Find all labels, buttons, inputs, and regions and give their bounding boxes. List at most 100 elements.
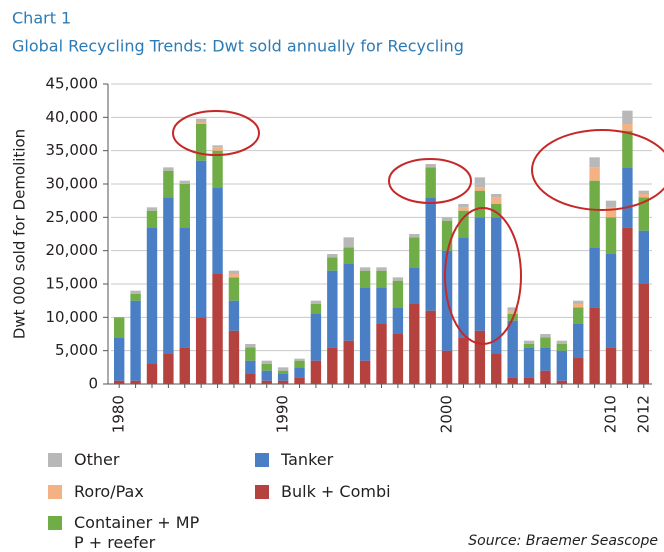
bar-segment bbox=[277, 374, 289, 381]
bar-segment bbox=[605, 207, 617, 218]
y-tick-label: 0 bbox=[88, 375, 98, 393]
bar-segment bbox=[409, 237, 420, 268]
bar-segment bbox=[294, 360, 305, 368]
bar-segment bbox=[261, 370, 272, 381]
y-axis-label: Dwt 000 sold for Demolition bbox=[11, 129, 29, 339]
highlight bbox=[172, 110, 260, 156]
bar-segment bbox=[277, 370, 289, 374]
bar-segment bbox=[605, 254, 617, 348]
bar-segment bbox=[113, 337, 125, 381]
bar-segment bbox=[195, 317, 207, 384]
bar-segment bbox=[622, 124, 633, 131]
bar-segment bbox=[245, 347, 256, 361]
bar-segment bbox=[556, 380, 568, 384]
bar-segment bbox=[573, 357, 584, 384]
bar-segment bbox=[392, 334, 404, 384]
bar-segment bbox=[573, 304, 584, 308]
bar-segment bbox=[507, 307, 518, 311]
bar-segment bbox=[195, 124, 207, 161]
bar-segment bbox=[228, 274, 240, 278]
bar-segment bbox=[425, 164, 436, 168]
bar-segment bbox=[458, 237, 469, 338]
bar-segment bbox=[179, 180, 190, 184]
legend-swatch bbox=[48, 453, 62, 467]
bar-segment bbox=[392, 277, 404, 281]
bar-segment bbox=[589, 307, 600, 384]
bar-segment bbox=[130, 294, 141, 301]
bar-segment bbox=[179, 184, 190, 228]
highlight bbox=[531, 129, 664, 211]
bar-segment bbox=[277, 380, 289, 384]
bar-segment bbox=[343, 237, 354, 248]
bar-segment bbox=[589, 247, 600, 308]
bar-segment bbox=[146, 364, 158, 384]
bar-segment bbox=[212, 274, 223, 384]
bar-segment bbox=[212, 147, 223, 151]
bar-segment bbox=[523, 347, 535, 378]
bar-segment bbox=[392, 280, 404, 308]
bar-segment bbox=[294, 367, 305, 378]
bar-segment bbox=[425, 167, 436, 198]
y-tick-label: 20,000 bbox=[46, 241, 99, 259]
bar-segment bbox=[228, 270, 240, 274]
bar-segment bbox=[261, 364, 272, 371]
bar-segment bbox=[376, 324, 387, 384]
bar-segment bbox=[130, 290, 141, 294]
bar-segment bbox=[507, 310, 518, 314]
bar-segment bbox=[458, 207, 469, 211]
legend-label: Bulk + Combi bbox=[281, 482, 391, 501]
bar-segment bbox=[556, 340, 568, 344]
legend-swatch bbox=[48, 485, 62, 499]
legend-label: Roro/Pax bbox=[74, 482, 144, 501]
y-tick-label: 25,000 bbox=[46, 208, 99, 226]
bar-segment bbox=[458, 210, 469, 238]
bar-segment bbox=[310, 304, 322, 314]
bar-segment bbox=[589, 157, 600, 168]
bar-segment bbox=[195, 160, 207, 318]
bar-segment bbox=[441, 350, 453, 384]
bar-segment bbox=[573, 300, 584, 304]
bar-segment bbox=[622, 110, 633, 124]
bar-segment bbox=[261, 360, 272, 364]
bar-segment bbox=[474, 177, 486, 188]
x-tick-label: 2010 bbox=[602, 395, 620, 433]
bar-segment bbox=[245, 360, 256, 374]
bar-segment bbox=[474, 330, 486, 384]
bar-segment bbox=[359, 287, 371, 361]
bar-segment bbox=[638, 197, 650, 231]
x-tick-label: 1980 bbox=[110, 395, 128, 433]
bar-segment bbox=[589, 180, 600, 248]
bar-segment bbox=[458, 337, 469, 384]
legend-label: Other bbox=[74, 450, 120, 469]
x-tick-label: 1990 bbox=[274, 395, 292, 433]
y-tick-label: 40,000 bbox=[46, 108, 99, 126]
bar-segment bbox=[523, 377, 535, 384]
bar-segment bbox=[638, 284, 650, 384]
plot: 0 5,000 10,000 15,000 20,000 25,000 30,000 35,0… bbox=[46, 75, 653, 434]
bar-segment bbox=[277, 367, 289, 371]
bar-segment bbox=[179, 227, 190, 348]
y-tick-label: 35,000 bbox=[46, 141, 99, 159]
bar-segment bbox=[491, 194, 502, 198]
bar-segment bbox=[425, 310, 436, 384]
bar-segment bbox=[474, 190, 486, 218]
bar-segment bbox=[491, 197, 502, 204]
bar-segment bbox=[376, 267, 387, 271]
chart-title: Global Recycling Trends: Dwt sold annual… bbox=[12, 37, 464, 56]
bar-segment bbox=[540, 370, 551, 384]
bar-segment bbox=[474, 217, 486, 331]
bar-segment bbox=[425, 197, 436, 311]
bar-segment bbox=[179, 347, 190, 384]
bar-segment bbox=[638, 194, 650, 198]
bar-segment bbox=[540, 347, 551, 371]
bar-segment bbox=[359, 270, 371, 288]
bar-segment bbox=[245, 344, 256, 348]
bar-segment bbox=[376, 270, 387, 288]
legend-swatch bbox=[255, 453, 269, 467]
y-tick-label: 30,000 bbox=[46, 175, 99, 193]
bar-segment bbox=[638, 190, 650, 194]
bar-segment bbox=[556, 344, 568, 351]
bar-segment bbox=[327, 347, 338, 384]
